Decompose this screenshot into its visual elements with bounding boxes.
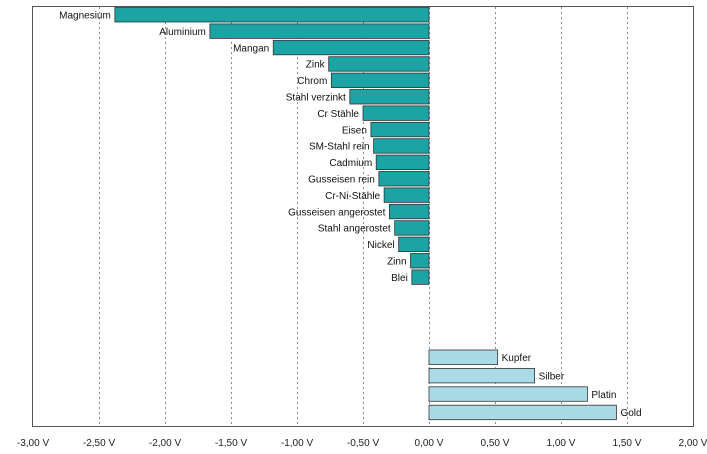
bar	[410, 253, 430, 269]
bar	[330, 72, 430, 88]
bar	[328, 56, 430, 72]
bar-label: Cr-Ni-Stähle	[325, 191, 380, 202]
bar-label: Platin	[591, 390, 616, 401]
x-tick-label: 0,50 V	[481, 438, 510, 449]
plot-frame	[32, 6, 694, 427]
bar-label: Kupfer	[502, 353, 532, 364]
label-layer: Magnesium Aluminium Mangan Zink Chrom Stahl v…	[59, 11, 641, 420]
bar-label: Blei	[391, 273, 408, 284]
bar	[428, 404, 617, 421]
bar-label: Aluminium	[159, 27, 206, 38]
x-tick-label: -1,50 V	[215, 438, 248, 449]
bar	[428, 367, 535, 384]
bar	[209, 23, 430, 39]
bar-label: Gusseisen rein	[308, 175, 375, 186]
bar-label: Zink	[306, 60, 326, 71]
bar	[362, 105, 430, 121]
x-tick-label: -3,00 V	[17, 438, 50, 449]
bar-label: Cadmium	[329, 158, 372, 169]
bar	[394, 220, 430, 236]
bar-label: Eisen	[342, 125, 367, 136]
x-axis: -3,00 V -2,50 V -2,00 V -1,50 V -1,00 V -0,50…	[17, 438, 707, 449]
x-tick-label: 1,50 V	[613, 438, 642, 449]
bar	[370, 121, 430, 138]
x-tick-label: -0,50 V	[347, 438, 380, 449]
bar	[349, 89, 430, 105]
bar-label: Chrom	[297, 76, 327, 87]
x-tick-label: -1,00 V	[281, 438, 314, 449]
bar-label: Gusseisen angerostet	[288, 207, 386, 218]
bar-label: Zinn	[387, 257, 406, 268]
bar	[411, 269, 430, 285]
bar-label: SM-Stahl rein	[309, 142, 370, 153]
bar	[383, 187, 430, 203]
bar	[428, 349, 499, 365]
bar	[428, 386, 588, 402]
x-tick-label: -2,50 V	[83, 438, 116, 449]
bar	[398, 236, 430, 253]
bar-label: Mangan	[233, 43, 269, 54]
x-tick-label: -2,00 V	[149, 438, 182, 449]
bar	[378, 171, 430, 187]
bar	[373, 138, 430, 154]
bar	[388, 203, 430, 220]
bar-label: Magnesium	[59, 11, 111, 22]
bar-label: Stahl verzinkt	[286, 93, 346, 104]
bar	[114, 7, 430, 23]
x-tick-label: 0,00 V	[415, 438, 444, 449]
bar-layer	[114, 7, 617, 421]
x-tick-label: 2,00 V	[679, 438, 707, 449]
bar-label: Nickel	[367, 240, 394, 251]
bar	[272, 39, 430, 56]
bar-label: Cr Stähle	[317, 109, 359, 120]
bar-label: Stahl angerostet	[318, 224, 391, 235]
bar	[375, 154, 430, 171]
bar-label: Gold	[620, 408, 641, 419]
bar-label: Silber	[539, 371, 565, 382]
x-tick-label: 1,00 V	[547, 438, 576, 449]
